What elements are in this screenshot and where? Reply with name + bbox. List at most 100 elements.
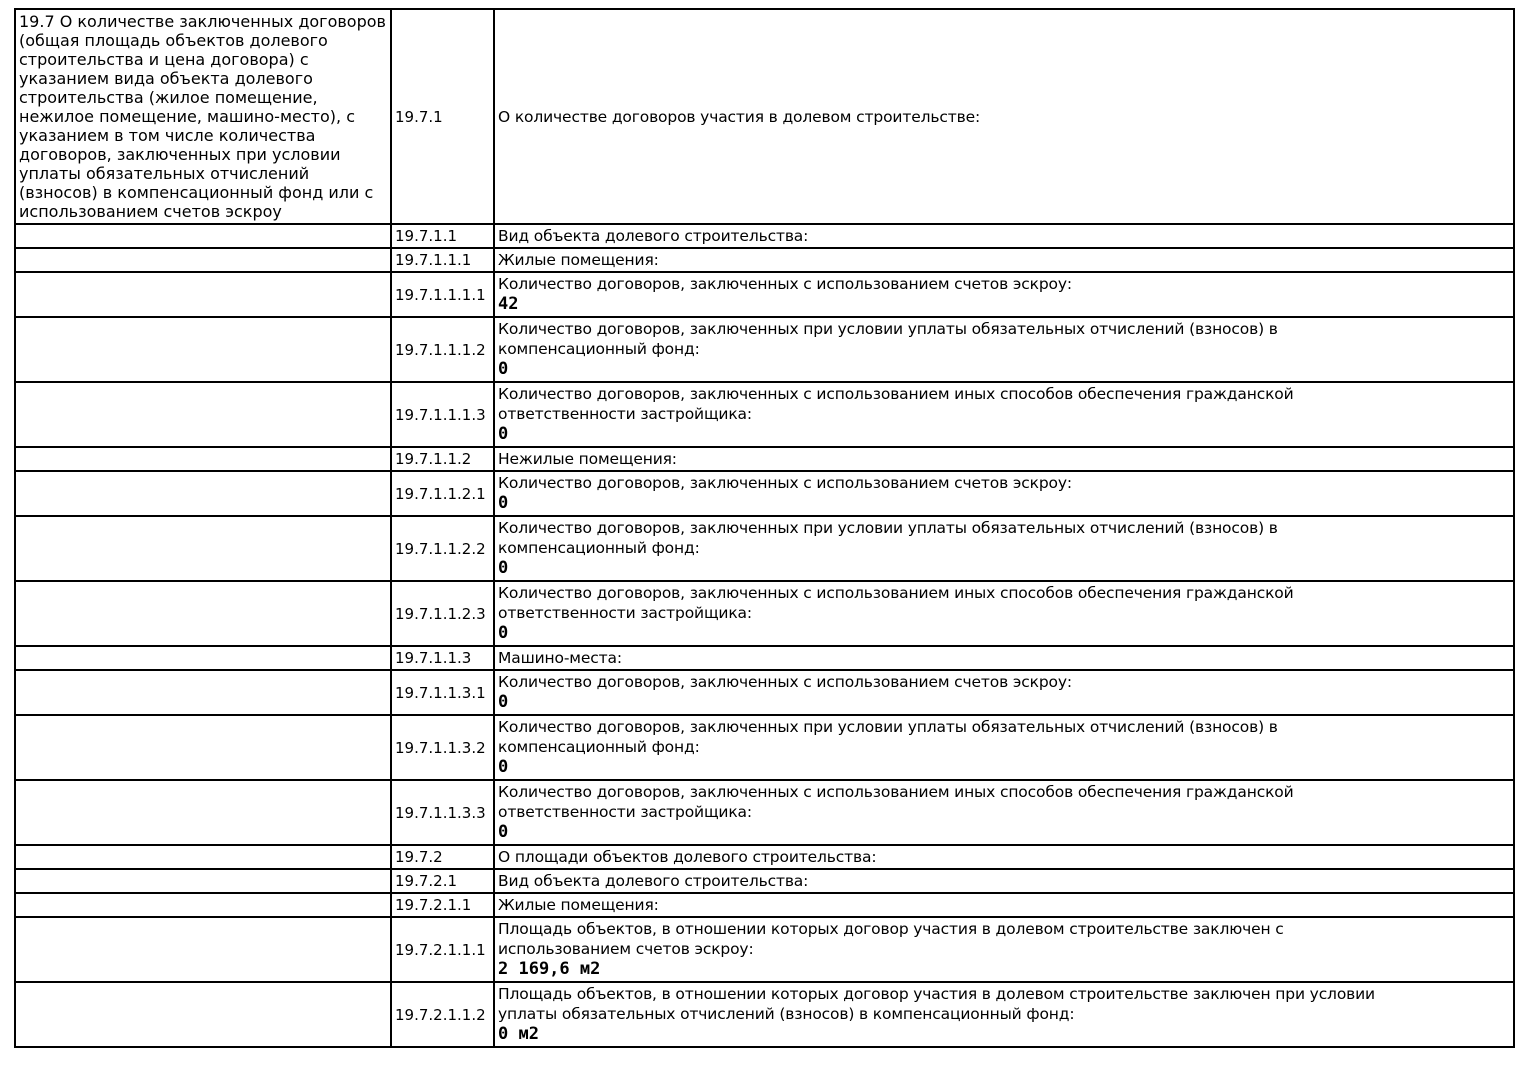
row-content: Количество договоров, заключенных с испо… bbox=[493, 271, 1515, 318]
row-value: 0 bbox=[498, 623, 509, 643]
row-label: Количество договоров, заключенных с испо… bbox=[498, 673, 1072, 691]
table-row: 19.7.2.1 Вид объекта долевого строительс… bbox=[14, 868, 1515, 894]
row-code: 19.7.1.1.3.2 bbox=[390, 714, 495, 781]
row-content: Вид объекта долевого строительства: bbox=[493, 223, 1515, 249]
row-label: Количество договоров, заключенных при ус… bbox=[498, 320, 1278, 358]
row-content: Машино-места: bbox=[493, 645, 1515, 671]
row-label: Количество договоров, заключенных с испо… bbox=[498, 385, 1294, 423]
row-content: О количестве договоров участия в долевом… bbox=[493, 8, 1515, 225]
row-label: Количество договоров, заключенных с испо… bbox=[498, 584, 1294, 622]
row-code: 19.7.2.1.1 bbox=[390, 892, 495, 918]
row-value: 0 bbox=[498, 493, 509, 513]
table-row: 19.7.1.1.3.1 Количество договоров, заклю… bbox=[14, 669, 1515, 716]
row-label: Площадь объектов, в отношении которых до… bbox=[498, 920, 1284, 958]
table-row: 19.7.1.1.3 Машино-места: bbox=[14, 645, 1515, 671]
declaration-table: 19.7 О количестве заключенных договоров … bbox=[14, 8, 1515, 1048]
row-code: 19.7.1.1.1 bbox=[390, 247, 495, 273]
table-row: 19.7.2.1.1.2 Площадь объектов, в отношен… bbox=[14, 981, 1515, 1048]
row-content: Нежилые помещения: bbox=[493, 446, 1515, 472]
row-value: 2 169,6 м2 bbox=[498, 959, 601, 979]
table-row: 19.7.2.1.1.1 Площадь объектов, в отношен… bbox=[14, 916, 1515, 983]
empty-left-cell bbox=[14, 223, 392, 249]
row-code: 19.7.1 bbox=[390, 8, 495, 225]
row-code: 19.7.1.1.1.3 bbox=[390, 381, 495, 448]
empty-left-cell bbox=[14, 446, 392, 472]
row-code: 19.7.2.1.1.1 bbox=[390, 916, 495, 983]
row-code: 19.7.1.1.3.1 bbox=[390, 669, 495, 716]
table-row: 19.7.1.1 Вид объекта долевого строительс… bbox=[14, 223, 1515, 249]
table-row: 19.7.1.1.2.3 Количество договоров, заклю… bbox=[14, 580, 1515, 647]
table-row: 19.7.1.1.1 Жилые помещения: bbox=[14, 247, 1515, 273]
row-label: Количество договоров, заключенных при ус… bbox=[498, 718, 1278, 756]
table-row: 19.7.1.1.3.3 Количество договоров, заклю… bbox=[14, 779, 1515, 846]
row-code: 19.7.1.1.1.1 bbox=[390, 271, 495, 318]
row-label: Жилые помещения: bbox=[498, 251, 659, 269]
empty-left-cell bbox=[14, 916, 392, 983]
empty-left-cell bbox=[14, 515, 392, 582]
empty-left-cell bbox=[14, 470, 392, 517]
row-label: Площадь объектов, в отношении которых до… bbox=[498, 985, 1375, 1023]
table-row: 19.7.2 О площади объектов долевого строи… bbox=[14, 844, 1515, 870]
empty-left-cell bbox=[14, 271, 392, 318]
row-content: Жилые помещения: bbox=[493, 892, 1515, 918]
table-row: 19.7.1.1.2 Нежилые помещения: bbox=[14, 446, 1515, 472]
table-row: 19.7.2.1.1 Жилые помещения: bbox=[14, 892, 1515, 918]
empty-left-cell bbox=[14, 844, 392, 870]
row-content: Количество договоров, заключенных с испо… bbox=[493, 470, 1515, 517]
row-content: Количество договоров, заключенных с испо… bbox=[493, 779, 1515, 846]
row-content: О площади объектов долевого строительств… bbox=[493, 844, 1515, 870]
row-code: 19.7.1.1.2.2 bbox=[390, 515, 495, 582]
row-label: Вид объекта долевого строительства: bbox=[498, 872, 809, 890]
row-label: Машино-места: bbox=[498, 649, 622, 667]
row-code: 19.7.2.1 bbox=[390, 868, 495, 894]
empty-left-cell bbox=[14, 779, 392, 846]
row-value: 0 м2 bbox=[498, 1024, 539, 1044]
section-description: 19.7 О количестве заключенных договоров … bbox=[14, 8, 392, 225]
empty-left-cell bbox=[14, 892, 392, 918]
row-code: 19.7.1.1.2 bbox=[390, 446, 495, 472]
row-content: Вид объекта долевого строительства: bbox=[493, 868, 1515, 894]
table-row: 19.7 О количестве заключенных договоров … bbox=[14, 8, 1515, 225]
row-label: Количество договоров, заключенных при ус… bbox=[498, 519, 1278, 557]
row-code: 19.7.1.1.3 bbox=[390, 645, 495, 671]
row-content: Количество договоров, заключенных с испо… bbox=[493, 669, 1515, 716]
row-content: Количество договоров, заключенных с испо… bbox=[493, 580, 1515, 647]
row-code: 19.7.1.1.2.1 bbox=[390, 470, 495, 517]
row-label: Количество договоров, заключенных с испо… bbox=[498, 275, 1072, 293]
row-content: Количество договоров, заключенных при ус… bbox=[493, 714, 1515, 781]
table-row: 19.7.1.1.2.2 Количество договоров, заклю… bbox=[14, 515, 1515, 582]
row-content: Площадь объектов, в отношении которых до… bbox=[493, 916, 1515, 983]
row-value: 42 bbox=[498, 294, 519, 314]
empty-left-cell bbox=[14, 669, 392, 716]
row-code: 19.7.1.1 bbox=[390, 223, 495, 249]
empty-left-cell bbox=[14, 981, 392, 1048]
row-value: 0 bbox=[498, 558, 509, 578]
row-label: Жилые помещения: bbox=[498, 896, 659, 914]
row-value: 0 bbox=[498, 424, 509, 444]
row-code: 19.7.2.1.1.2 bbox=[390, 981, 495, 1048]
table-row: 19.7.1.1.1.2 Количество договоров, заклю… bbox=[14, 316, 1515, 383]
row-label: Количество договоров, заключенных с испо… bbox=[498, 783, 1294, 821]
row-content: Площадь объектов, в отношении которых до… bbox=[493, 981, 1515, 1048]
empty-left-cell bbox=[14, 247, 392, 273]
row-label: Вид объекта долевого строительства: bbox=[498, 227, 809, 245]
row-label: О количестве договоров участия в долевом… bbox=[498, 107, 981, 126]
empty-left-cell bbox=[14, 580, 392, 647]
row-content: Количество договоров, заключенных с испо… bbox=[493, 381, 1515, 448]
table-row: 19.7.1.1.3.2 Количество договоров, заклю… bbox=[14, 714, 1515, 781]
empty-left-cell bbox=[14, 868, 392, 894]
empty-left-cell bbox=[14, 714, 392, 781]
empty-left-cell bbox=[14, 381, 392, 448]
empty-left-cell bbox=[14, 316, 392, 383]
row-content: Жилые помещения: bbox=[493, 247, 1515, 273]
row-label: Нежилые помещения: bbox=[498, 450, 677, 468]
table-row: 19.7.1.1.2.1 Количество договоров, заклю… bbox=[14, 470, 1515, 517]
row-value: 0 bbox=[498, 822, 509, 842]
row-value: 0 bbox=[498, 692, 509, 712]
row-code: 19.7.1.1.3.3 bbox=[390, 779, 495, 846]
row-value: 0 bbox=[498, 359, 509, 379]
table-row: 19.7.1.1.1.1 Количество договоров, заклю… bbox=[14, 271, 1515, 318]
empty-left-cell bbox=[14, 645, 392, 671]
row-content: Количество договоров, заключенных при ус… bbox=[493, 515, 1515, 582]
row-code: 19.7.1.1.1.2 bbox=[390, 316, 495, 383]
